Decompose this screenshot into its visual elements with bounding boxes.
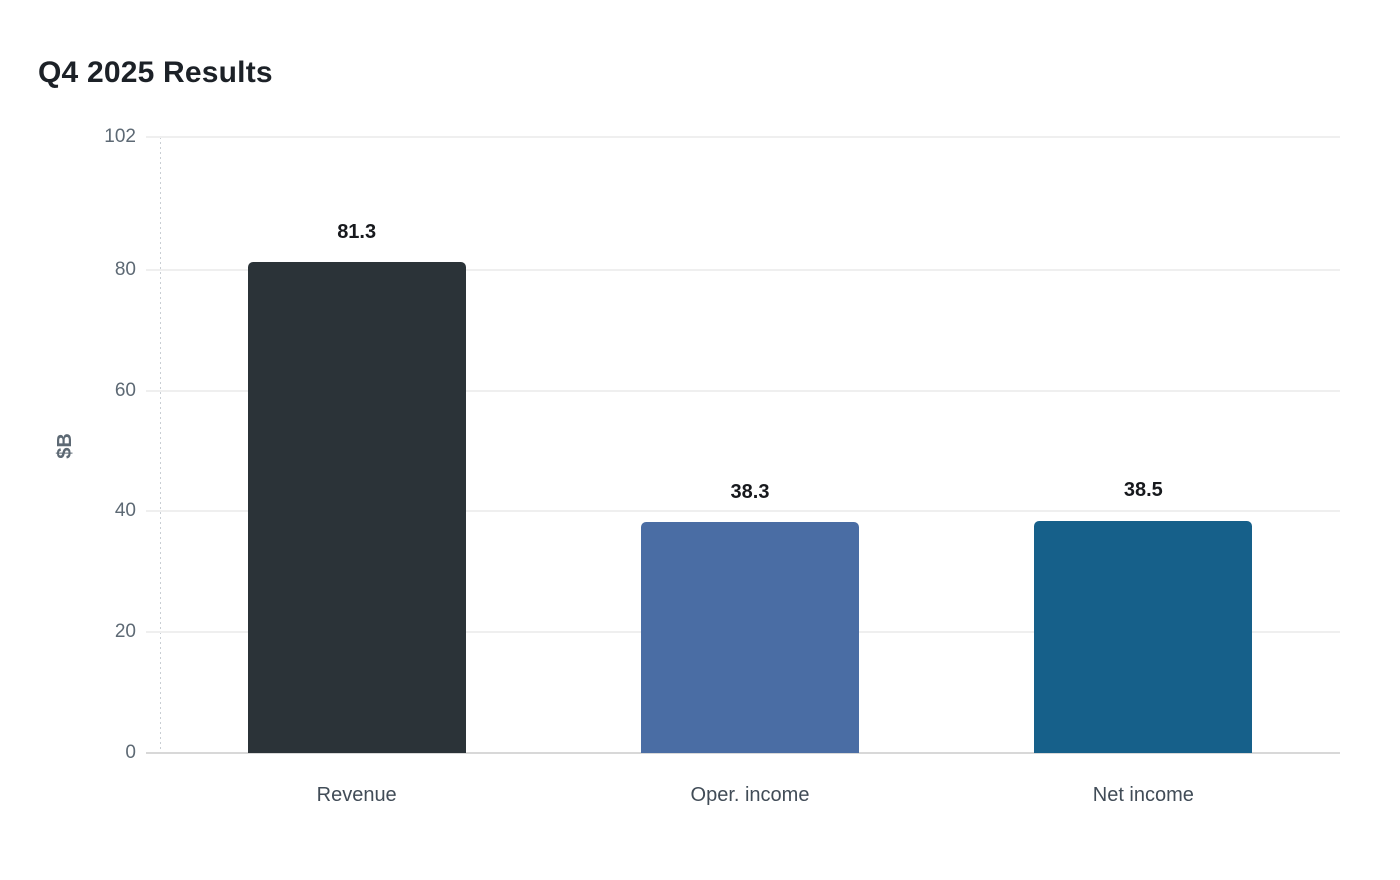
y-tick [146,631,160,634]
y-axis-title: $B [54,433,76,459]
x-category-label: Net income [1092,784,1194,806]
y-tick-label: 40 [114,500,136,522]
y-tick-label: 20 [114,621,136,643]
x-axis-baseline [160,752,1340,754]
x-category-label: Revenue [316,784,397,806]
gridline [160,389,1340,392]
y-tick [146,752,160,754]
chart-title: Q4 2025 Results [38,56,273,89]
gridline [160,268,1340,271]
gridline [160,136,1340,138]
bar-value-label: 38.5 [1123,479,1163,502]
y-tick [146,510,160,513]
y-axis-line [160,137,161,753]
y-tick-label: 60 [114,379,136,401]
y-tick [146,389,160,392]
y-tick [146,268,160,271]
gridline [160,510,1340,513]
bar-oper-income [641,521,859,753]
bar-value-label: 38.3 [730,480,770,503]
bar-value-label: 81.3 [337,221,377,243]
y-tick [146,136,160,138]
y-tick-label: 80 [114,258,136,280]
y-tick-label: 0 [125,742,136,763]
y-tick-label: 102 [104,126,136,147]
x-category-label: Oper. income [690,784,810,806]
bar-revenue [247,262,466,753]
bar-net-income [1034,520,1253,753]
plot-area: 0 20 40 60 80 102 81.3 38.3 38.5 [104,126,1340,763]
